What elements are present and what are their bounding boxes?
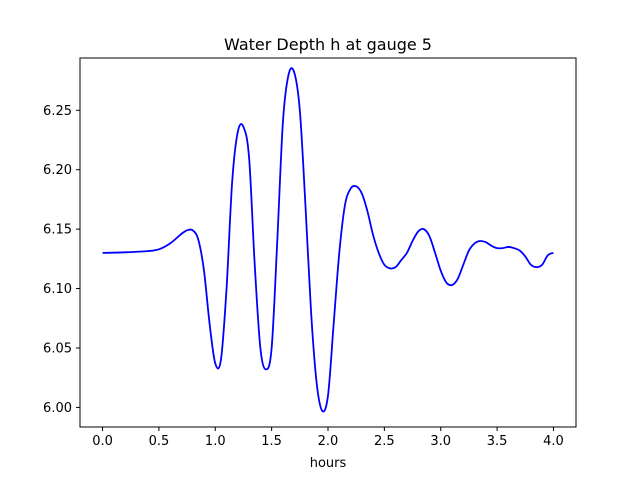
- y-tick-label: 6.20: [43, 163, 72, 178]
- x-tick-label: 2.5: [374, 434, 395, 449]
- x-tick-label: 1.5: [261, 434, 282, 449]
- x-tick-label: 4.0: [543, 434, 564, 449]
- x-axis-label: hours: [310, 456, 347, 471]
- x-tick-label: 3.5: [487, 434, 508, 449]
- y-tick-label: 6.00: [43, 401, 72, 416]
- y-tick-label: 6.15: [43, 223, 72, 238]
- y-tick-label: 6.10: [43, 282, 72, 297]
- x-tick-label: 0.5: [149, 434, 170, 449]
- x-axis-ticks: 0.0 0.5 1.0 1.5 2.0 2.5 3.0 3.5 4.0: [92, 427, 564, 449]
- x-tick-label: 0.0: [92, 434, 113, 449]
- y-tick-label: 6.05: [43, 341, 72, 356]
- x-tick-label: 1.0: [205, 434, 226, 449]
- series-line: [102, 67, 554, 413]
- x-tick-label: 2.0: [318, 434, 339, 449]
- x-tick-label: 3.0: [430, 434, 451, 449]
- series-layer: [102, 67, 554, 413]
- chart-title: Water Depth h at gauge 5: [224, 35, 432, 54]
- plot-area: [79, 57, 577, 428]
- y-tick-label: 6.25: [43, 104, 72, 119]
- y-axis-ticks: 6.00 6.05 6.10 6.15 6.20 6.25: [43, 104, 80, 416]
